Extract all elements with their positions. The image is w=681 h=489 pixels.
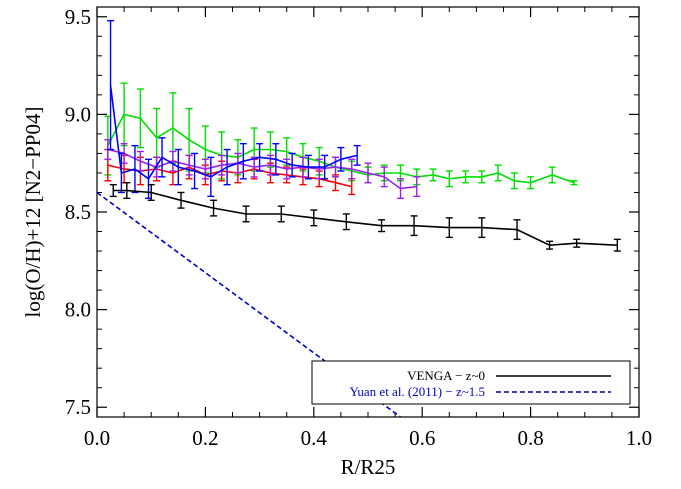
x-tick-label: 0.4 [301,426,328,450]
y-axis-label: log(O/H)+12 [N2−PP04] [21,107,45,318]
series-line [113,189,618,247]
x-tick-label: 0.0 [84,426,110,450]
x-tick-label: 0.8 [517,426,543,450]
y-tick-label: 9.5 [65,5,91,29]
series-line [107,148,417,190]
legend-label-yuan: Yuan et al. (2011) − z~1.5 [349,384,485,399]
x-axis-label: R/R25 [341,455,396,479]
y-tick-label: 8.0 [65,298,91,322]
plot-frame [96,6,640,418]
series-line [109,85,358,180]
axis-tick-labels: 0.0 0.2 0.4 0.6 0.8 1.0 7.5 8.0 8.5 9.0 9.5 [65,5,652,450]
x-tick-label: 0.2 [192,426,218,450]
series-3 [107,19,361,200]
y-tick-label: 7.5 [65,395,91,419]
legend: VENGA − z~0 Yuan et al. (2011) − z~1.5 [311,360,631,405]
legend-box [311,360,631,405]
x-tick-label: 1.0 [626,426,652,450]
axis-ticks [96,7,640,417]
series-layer [97,19,621,417]
y-tick-label: 9.0 [65,102,91,126]
x-tick-label: 0.6 [409,426,435,450]
series-4 [109,182,621,252]
legend-label-venga: VENGA − z~0 [407,368,485,383]
y-tick-label: 8.5 [65,200,91,224]
